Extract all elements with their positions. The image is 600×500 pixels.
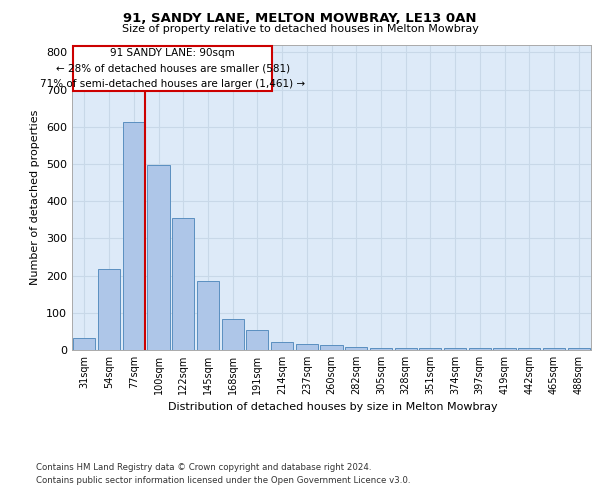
Bar [197, 281, 219, 350]
Text: Contains public sector information licensed under the Open Government Licence v3: Contains public sector information licen… [36, 476, 410, 485]
Bar [296, 344, 318, 350]
Bar [172, 218, 194, 350]
Bar [148, 165, 170, 350]
Bar [320, 345, 343, 350]
Text: 91, SANDY LANE, MELTON MOWBRAY, LE13 0AN: 91, SANDY LANE, MELTON MOWBRAY, LE13 0AN [123, 12, 477, 26]
Text: Size of property relative to detached houses in Melton Mowbray: Size of property relative to detached ho… [122, 24, 478, 34]
Bar [98, 269, 120, 350]
Text: Distribution of detached houses by size in Melton Mowbray: Distribution of detached houses by size … [168, 402, 498, 412]
Bar [395, 348, 417, 350]
Bar [493, 348, 515, 350]
Y-axis label: Number of detached properties: Number of detached properties [31, 110, 40, 285]
Bar [444, 348, 466, 350]
Bar [518, 348, 541, 350]
Bar [370, 348, 392, 350]
Bar [568, 348, 590, 350]
Bar [246, 330, 268, 350]
FancyBboxPatch shape [73, 46, 272, 92]
Text: 91 SANDY LANE: 90sqm
← 28% of detached houses are smaller (581)
71% of semi-deta: 91 SANDY LANE: 90sqm ← 28% of detached h… [40, 48, 305, 89]
Bar [73, 338, 95, 350]
Bar [543, 348, 565, 350]
Bar [345, 348, 367, 350]
Bar [221, 319, 244, 350]
Bar [122, 122, 145, 350]
Bar [271, 342, 293, 350]
Text: Contains HM Land Registry data © Crown copyright and database right 2024.: Contains HM Land Registry data © Crown c… [36, 462, 371, 471]
Bar [419, 348, 442, 350]
Bar [469, 348, 491, 350]
